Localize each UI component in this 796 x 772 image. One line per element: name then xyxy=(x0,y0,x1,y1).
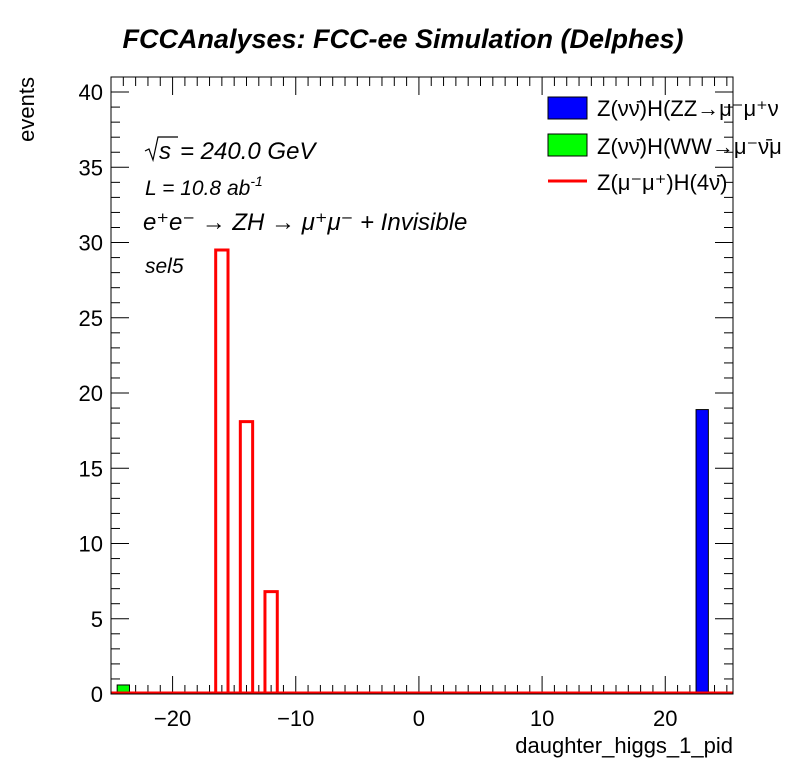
y-tick-label: 15 xyxy=(79,456,103,481)
x-tick-label: −10 xyxy=(277,706,314,731)
selection-label: sel5 xyxy=(145,255,184,278)
bar-series-2 xyxy=(263,590,279,694)
legend-swatch-zz xyxy=(547,96,588,120)
x-tick-label: 20 xyxy=(653,706,677,731)
sqrt-s-label: s xyxy=(159,138,171,165)
y-axis-label: events xyxy=(14,77,39,142)
energy-label: = 240.0 GeV xyxy=(180,138,317,165)
annotations: s = 240.0 GeV L = 10.8 ab-1 e⁺e⁻ → ZH → … xyxy=(143,136,467,278)
tick-labels: −20 −10 0 10 20 0 5 10 15 20 25 30 35 40 xyxy=(79,80,678,731)
y-tick-label: 0 xyxy=(91,682,103,707)
x-axis-label: daughter_higgs_1_pid xyxy=(515,733,733,758)
legend: Z(νν̄)H(ZZ→μ⁻μ⁺ν Z(νν̄)H(WW→μ⁻ν̄μ Z(μ⁻μ⁺… xyxy=(547,96,782,195)
x-tick-label: −20 xyxy=(154,706,191,731)
histogram-bars xyxy=(111,248,733,695)
legend-label-zz: Z(νν̄)H(ZZ→μ⁻μ⁺ν xyxy=(597,96,779,121)
bar-series-2 xyxy=(238,420,255,694)
process-label: e⁺e⁻ → ZH → μ⁺μ⁻ + Invisible xyxy=(143,209,467,236)
y-tick-label: 10 xyxy=(79,532,103,557)
bar-series-2 xyxy=(214,248,230,694)
axis-ticks xyxy=(110,76,733,695)
y-tick-label: 20 xyxy=(79,381,103,406)
legend-label-4nu: Z(μ⁻μ⁺)H(4ν̄) xyxy=(597,170,727,195)
y-tick-label: 35 xyxy=(79,155,103,180)
plot-frame xyxy=(110,76,734,695)
y-tick-label: 30 xyxy=(79,231,103,256)
chart-title: FCCAnalyses: FCC-ee Simulation (Delphes) xyxy=(122,24,683,54)
luminosity-label: L = 10.8 ab-1 xyxy=(145,173,263,200)
bar-series-0 xyxy=(695,409,709,695)
y-tick-label: 40 xyxy=(79,80,103,105)
y-tick-label: 25 xyxy=(79,306,103,331)
x-tick-label: 10 xyxy=(530,706,554,731)
sqrt-symbol xyxy=(144,136,178,163)
legend-label-ww: Z(νν̄)H(WW→μ⁻ν̄μ xyxy=(597,134,782,159)
legend-swatch-ww xyxy=(547,133,588,157)
y-tick-label: 5 xyxy=(91,607,103,632)
x-tick-label: 0 xyxy=(413,706,425,731)
